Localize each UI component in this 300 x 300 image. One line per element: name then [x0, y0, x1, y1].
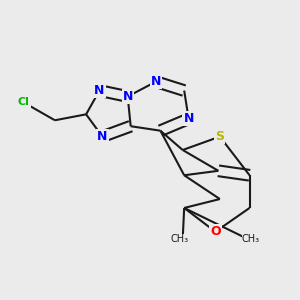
Text: CH₃: CH₃: [171, 234, 189, 244]
Text: S: S: [215, 130, 224, 143]
Text: N: N: [97, 130, 108, 143]
Text: Cl: Cl: [18, 98, 30, 107]
Text: N: N: [151, 75, 161, 88]
Text: CH₃: CH₃: [242, 234, 260, 244]
Text: N: N: [94, 84, 105, 97]
Text: O: O: [210, 225, 221, 238]
Text: N: N: [184, 112, 194, 125]
Text: N: N: [122, 90, 133, 103]
